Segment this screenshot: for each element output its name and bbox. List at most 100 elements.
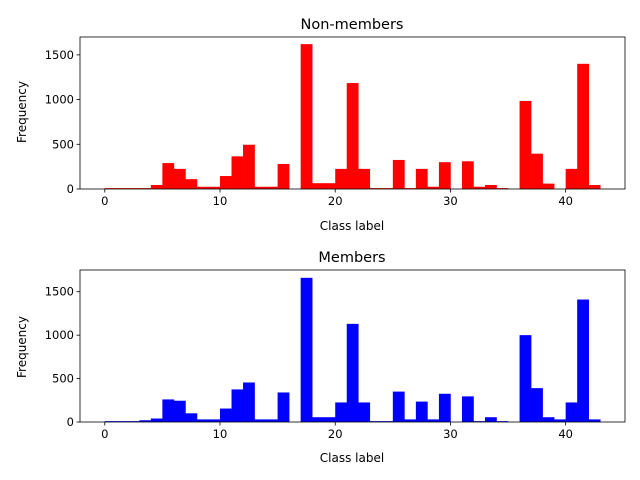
y-tick-label: 1000 (45, 328, 74, 342)
x-tick-label: 40 (558, 427, 573, 441)
histogram-bar (565, 168, 578, 189)
y-tick-label: 500 (52, 372, 74, 386)
histogram-bar (554, 419, 566, 422)
histogram-bar (427, 419, 440, 422)
histogram-bar (427, 186, 440, 189)
histogram-bar (312, 183, 324, 189)
histogram-bar (461, 161, 474, 189)
non-members-histogram: Non-members Class label Frequency 0 10 20 3… (15, 17, 626, 233)
histogram-bar (381, 188, 394, 189)
histogram-bar (266, 419, 278, 422)
histogram-bar (116, 421, 129, 422)
y-axis-label: Frequency (15, 81, 29, 143)
histogram-bar (496, 188, 509, 189)
histogram-bar (335, 168, 348, 189)
x-tick-label: 10 (213, 194, 228, 208)
histogram-bar (254, 186, 267, 189)
histogram-bar (150, 418, 163, 422)
histogram-bar (104, 421, 117, 422)
histogram-bar (196, 186, 209, 189)
x-tick-label: 40 (558, 194, 573, 208)
y-axis-label: Frequency (15, 316, 29, 378)
histogram-bar (254, 419, 267, 422)
histogram-bar (392, 159, 405, 189)
histogram-bar (531, 153, 543, 189)
histogram-bar (208, 419, 221, 422)
histogram-bar (104, 188, 117, 189)
histogram-bar (346, 83, 359, 189)
histogram-bar (231, 156, 244, 189)
members-histogram: Members Class label Frequency 0 10 20 30 40 0… (15, 250, 626, 465)
histogram-bar (196, 419, 209, 422)
histogram-bar (277, 392, 290, 422)
histogram-bar (173, 400, 186, 422)
histogram-bar (162, 399, 175, 422)
histogram-bar (139, 420, 152, 422)
axes-frame (79, 269, 626, 423)
histogram-bar (116, 188, 129, 189)
x-tick-label: 0 (101, 427, 108, 441)
histogram-bar (473, 186, 486, 189)
y-tick-label: 1500 (45, 285, 74, 299)
histogram-bar (404, 419, 417, 422)
x-axis-label: Class label (320, 451, 384, 465)
histogram-bar (381, 421, 394, 422)
histogram-bar (300, 44, 313, 190)
histogram-bar (358, 402, 371, 422)
histogram-bar (531, 388, 543, 422)
histogram-bar (266, 186, 278, 189)
histogram-bar (185, 179, 198, 189)
y-tick-label: 1500 (45, 48, 74, 62)
histogram-bar (277, 163, 290, 189)
histogram-bar (231, 389, 244, 422)
histogram-bar (127, 421, 140, 422)
histogram-bar (300, 277, 313, 422)
histogram-bar (496, 421, 509, 422)
histogram-bar (438, 393, 451, 422)
x-tick-label: 30 (443, 194, 458, 208)
histogram-bar (519, 335, 532, 422)
histogram-bar (473, 421, 486, 422)
histogram-bar (392, 391, 405, 422)
histogram-bar (577, 299, 589, 422)
histogram-bar (312, 417, 324, 422)
histogram-bar (243, 144, 255, 189)
histogram-bar (219, 408, 232, 422)
histogram-bar (358, 168, 371, 189)
histogram-bar (404, 188, 417, 189)
histogram-bar (461, 396, 474, 422)
histogram-bar (369, 421, 382, 422)
x-axis-label: Class label (320, 219, 384, 233)
histogram-bar (346, 323, 359, 422)
axes-frame (79, 36, 626, 190)
histogram-bar (577, 63, 589, 189)
histogram-bar (323, 183, 336, 189)
histogram-bar (485, 417, 497, 422)
chart-title: Members (318, 250, 385, 266)
histogram-bar (519, 100, 532, 189)
histogram-bar (185, 413, 198, 422)
histogram-bar (588, 419, 601, 422)
y-tick-label: 0 (67, 182, 74, 196)
x-tick-label: 0 (101, 194, 108, 208)
histogram-bar (139, 188, 152, 189)
histogram-bar (243, 382, 255, 422)
x-tick-label: 10 (213, 427, 228, 441)
histogram-bar (335, 402, 348, 422)
y-tick-label: 500 (52, 137, 74, 151)
y-tick-label: 0 (67, 415, 74, 429)
histogram-bar (173, 168, 186, 189)
histogram-bar (162, 163, 175, 189)
histogram-bar (150, 184, 163, 189)
histogram-bar (485, 184, 497, 189)
histogram-bar (542, 417, 555, 422)
histogram-bar (127, 188, 140, 189)
histogram-bar (208, 186, 221, 189)
x-tick-label: 20 (328, 194, 343, 208)
histogram-bar (415, 401, 428, 422)
histogram-bar (565, 402, 578, 422)
y-tick-label: 1000 (45, 93, 74, 107)
histogram-bar (542, 183, 555, 189)
histogram-bar (415, 168, 428, 189)
